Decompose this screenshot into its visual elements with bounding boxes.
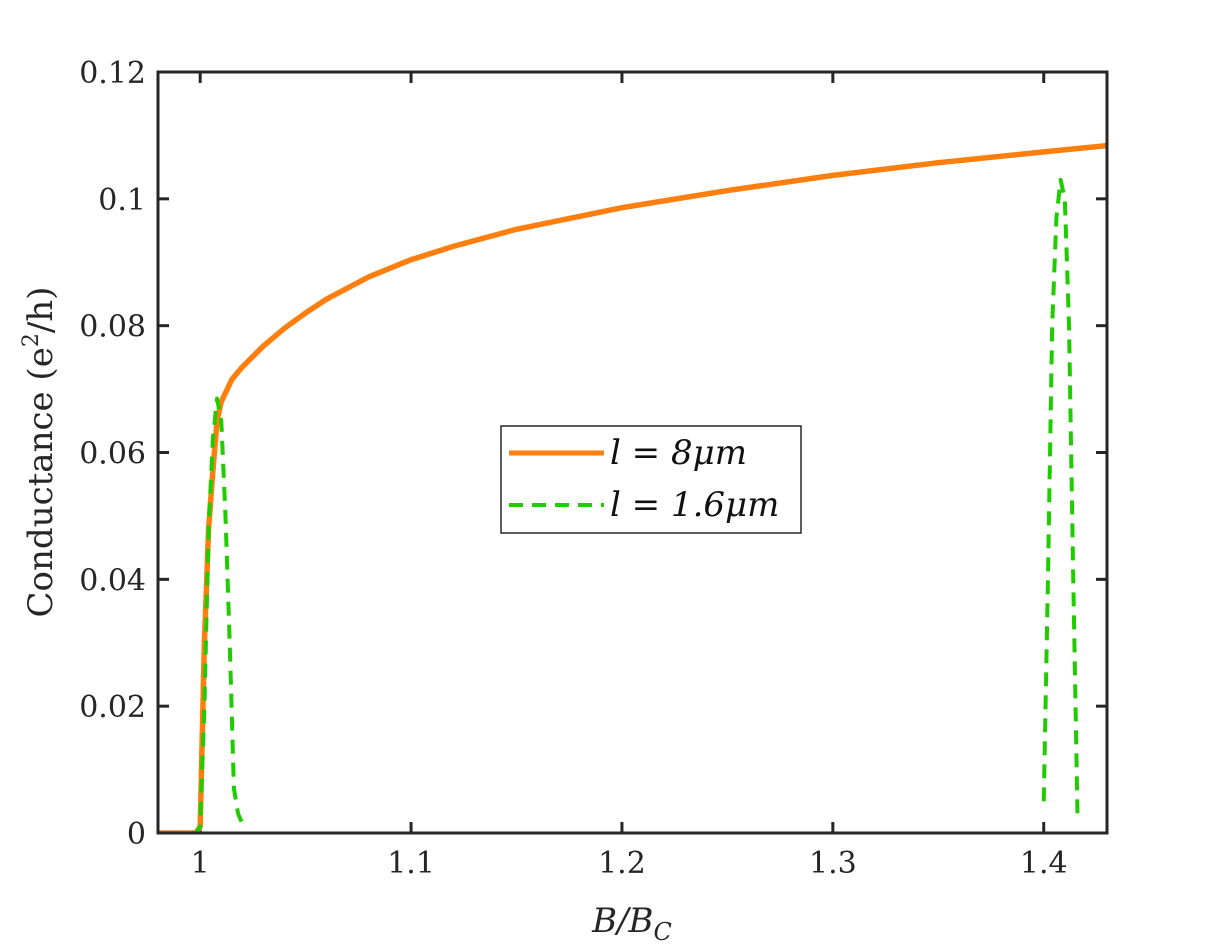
series-layer — [158, 142, 1107, 833]
legend: l = 8μm l = 1.6μm — [500, 425, 802, 534]
x-axis-label-main: B/B — [591, 901, 653, 941]
x-tick-label: 1.2 — [598, 846, 646, 881]
y-axis-label-sup: 2 — [19, 333, 44, 347]
legend-label-series-2: l = 1.6μm — [610, 485, 779, 525]
y-tick-label: 0.06 — [79, 437, 146, 472]
y-tick-label: 0 — [127, 817, 146, 852]
legend-label-series-1: l = 8μm — [610, 433, 747, 473]
x-axis-label-sub: C — [654, 918, 672, 946]
axes-box — [156, 70, 1109, 835]
y-axis-label-post: /h) — [21, 287, 61, 334]
legend-box — [500, 425, 802, 534]
y-tick-label: 0.04 — [79, 563, 146, 598]
x-axis-label: B/BC — [591, 901, 672, 946]
x-tick-label: 1 — [191, 846, 210, 881]
series-2-line-segment-1 — [191, 396, 245, 833]
y-tick-label: 0.1 — [98, 183, 146, 218]
x-tick-label: 1.3 — [809, 846, 857, 881]
y-tick-label: 0.12 — [79, 56, 146, 91]
y-tick-label: 0.02 — [79, 690, 146, 725]
x-tick-label: 1.1 — [387, 846, 435, 881]
axis-ticks: 1 1.1 1.2 1.3 1.4 0 0.02 0.04 0.06 0.08 0.1 0.12 — [79, 56, 1107, 881]
y-tick-label: 0.08 — [79, 310, 146, 345]
series-2-line-segment-2 — [1041, 177, 1080, 815]
x-tick-label: 1.4 — [1020, 846, 1068, 881]
y-axis-label-pre: Conductance (e — [21, 347, 61, 617]
y-axis-label: Conductance (e2/h) — [19, 287, 61, 618]
series-1-line — [158, 142, 1107, 833]
